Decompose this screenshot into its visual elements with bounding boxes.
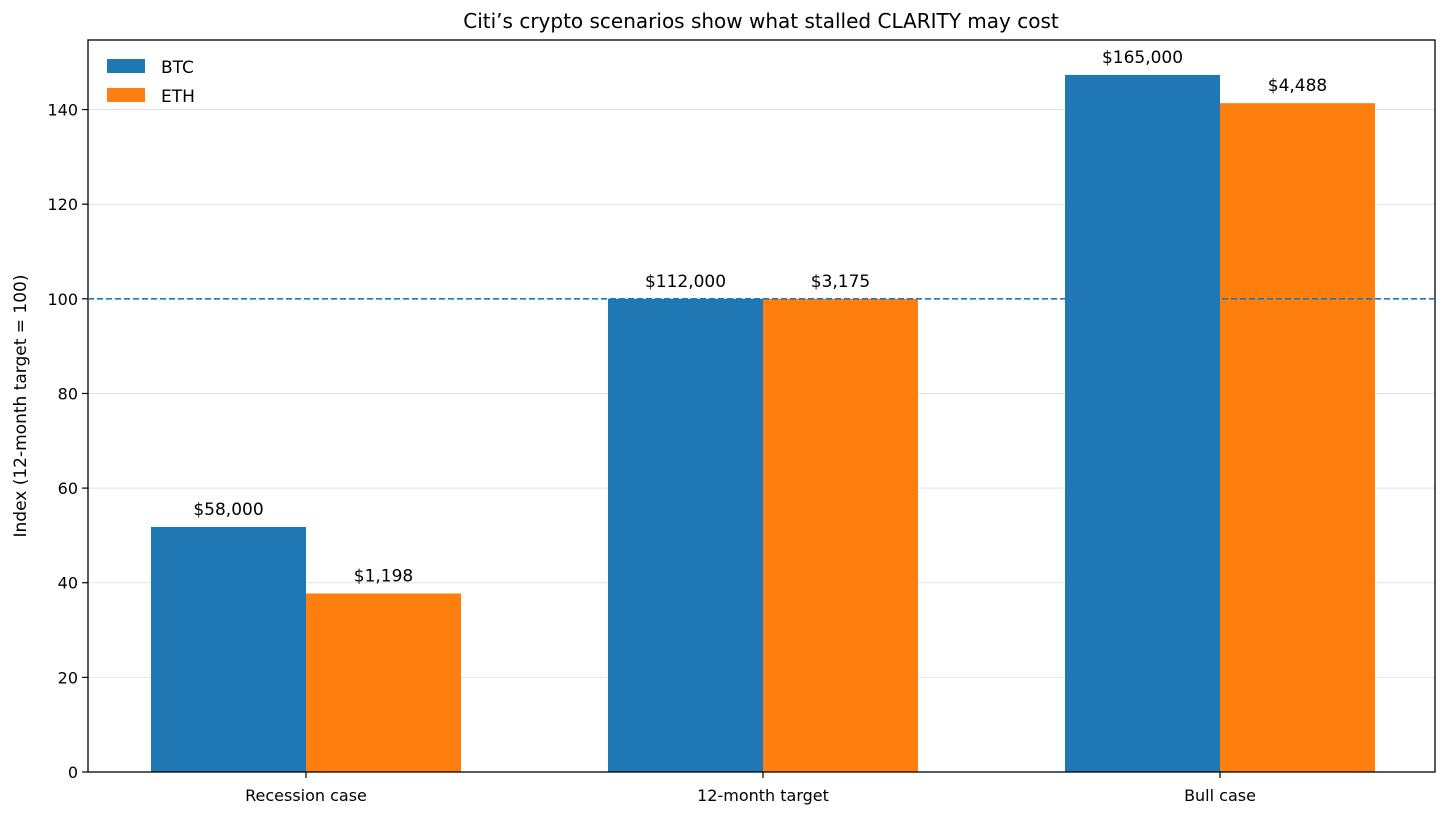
y-axis-label: Index (12-month target = 100) [11, 274, 31, 537]
data-label: $165,000 [1102, 48, 1183, 68]
data-label: $4,488 [1268, 76, 1327, 96]
chart-title: Citi’s crypto scenarios show what stalle… [463, 9, 1059, 33]
y-tick-label: 40 [58, 574, 78, 593]
legend-swatch-btc [107, 59, 145, 73]
data-labels: $58,000 $112,000 $165,000 $1,198 $3,175 $4,48… [193, 48, 1327, 587]
y-tick-label: 20 [58, 668, 78, 687]
plot-frame [87, 39, 1436, 773]
legend-label: ETH [161, 87, 195, 107]
data-label: $1,198 [354, 566, 413, 586]
bar-btc [608, 298, 763, 772]
ticks: 0 20 40 60 80 100 120 140 Recession case 12-month… [47, 101, 1255, 805]
y-tick-label: 60 [58, 479, 78, 498]
y-tick-label: 80 [58, 384, 78, 403]
y-tick-label: 120 [47, 195, 78, 214]
bars [151, 74, 1375, 773]
bar-eth [763, 298, 918, 772]
bar-eth [306, 593, 461, 772]
y-tick-label: 140 [47, 101, 78, 120]
legend-swatch-eth [107, 88, 145, 102]
y-tick-label: 100 [47, 290, 78, 309]
data-label: $58,000 [193, 500, 263, 520]
x-tick-label: Recession case [245, 786, 367, 805]
bar-eth [1220, 103, 1375, 773]
x-tick-label: 12-month target [697, 786, 829, 805]
y-tick-label: 0 [68, 763, 78, 782]
data-label: $3,175 [811, 272, 870, 292]
legend-label: BTC [161, 58, 194, 78]
bar-btc [151, 526, 306, 772]
x-tick-label: Bull case [1184, 786, 1256, 805]
data-label: $112,000 [645, 272, 726, 292]
legend: BTC ETH [107, 58, 195, 107]
bar-btc [1065, 74, 1220, 773]
